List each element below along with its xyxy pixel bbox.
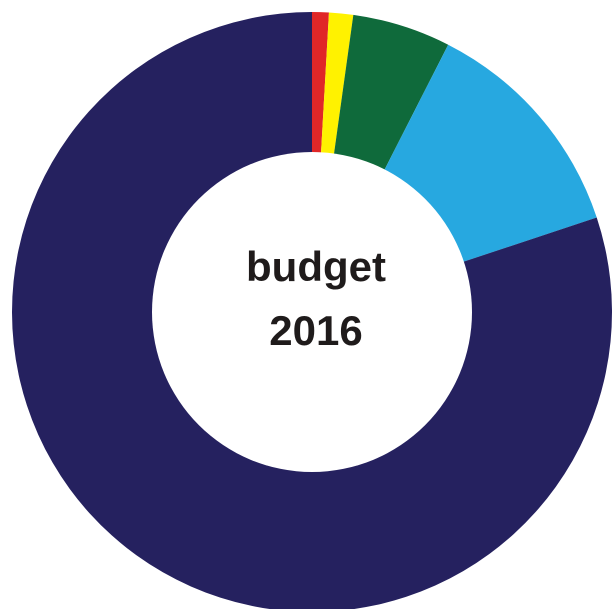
donut-hole	[152, 152, 472, 472]
center-label-line2: 2016	[269, 307, 362, 354]
center-label-line1: budget	[246, 243, 386, 290]
